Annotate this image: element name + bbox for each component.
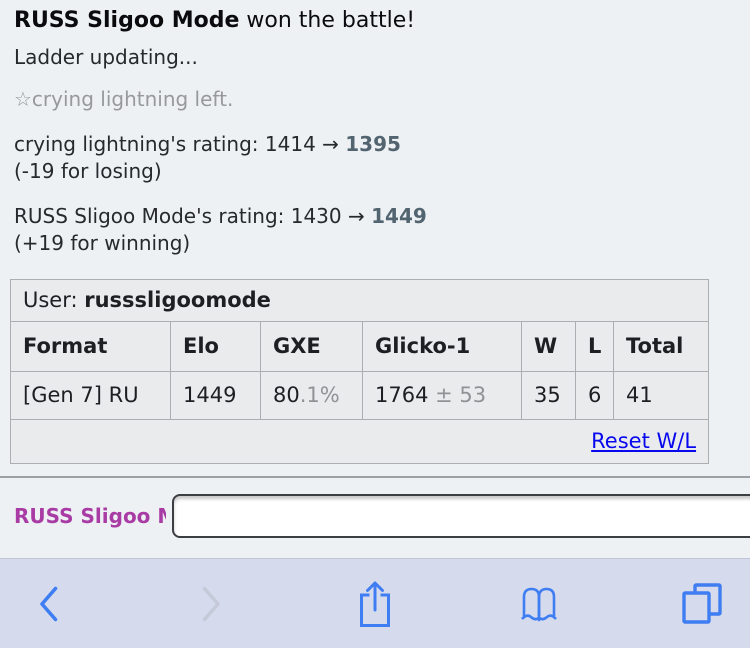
share-icon bbox=[360, 581, 390, 627]
leave-message: ☆crying lightning left. bbox=[14, 87, 234, 111]
table-user-row: User: russsligoomode bbox=[9, 279, 710, 322]
back-button[interactable] bbox=[24, 574, 72, 634]
new-rating-value: 1395 bbox=[345, 132, 401, 156]
elo-cell: 1449 bbox=[170, 371, 261, 420]
bookmarks-button[interactable] bbox=[515, 574, 563, 634]
battle-log: RUSS Sligoo Mode won the battle! Ladder … bbox=[9, 6, 736, 464]
battle-result-title: RUSS Sligoo Mode won the battle! bbox=[14, 6, 736, 36]
glicko-deviation: ± 53 bbox=[428, 383, 487, 407]
ladder-updating-text: Ladder updating... bbox=[14, 45, 198, 69]
table-stats-row: [Gen 7] RU 1449 80.1% 1764 ± 53 35 6 41 bbox=[10, 371, 710, 420]
gxe-header: GXE bbox=[260, 321, 363, 372]
forward-chevron-icon bbox=[202, 586, 220, 621]
table-header-row: Format Elo GXE Glicko-1 W L Total bbox=[10, 321, 710, 372]
user-label: User: bbox=[23, 288, 85, 312]
format-header: Format bbox=[10, 321, 171, 372]
gxe-cell: 80.1% bbox=[260, 371, 363, 420]
safari-bottom-toolbar bbox=[0, 558, 750, 648]
rating-prefix: RUSS Sligoo Mode's rating: 1430 → bbox=[14, 204, 372, 228]
share-button[interactable] bbox=[351, 574, 399, 634]
glicko-header: Glicko-1 bbox=[362, 321, 522, 372]
result-suffix: won the battle! bbox=[239, 8, 416, 33]
rating-prefix: crying lightning's rating: 1414 → bbox=[14, 132, 346, 156]
losses-header: L bbox=[575, 321, 614, 372]
total-cell: 41 bbox=[612, 371, 710, 420]
ladder-stats-table: User: russsligoomode Format Elo GXE Glic… bbox=[9, 279, 710, 464]
reset-cell: Reset W/L bbox=[9, 419, 710, 464]
wins-header: W bbox=[521, 321, 576, 372]
rating-note: (+19 for winning) bbox=[14, 231, 191, 255]
chat-username-label: RUSS Sligoo Mode bbox=[14, 504, 166, 528]
glicko-main: 1764 bbox=[375, 383, 429, 407]
total-header: Total bbox=[612, 321, 710, 372]
bookmarks-book-icon bbox=[520, 587, 557, 621]
chat-input-row: RUSS Sligoo Mode bbox=[0, 478, 750, 555]
format-cell: [Gen 7] RU bbox=[10, 371, 171, 420]
new-rating-value: 1449 bbox=[371, 204, 427, 228]
gxe-main: 80 bbox=[273, 383, 300, 407]
elo-header: Elo bbox=[170, 321, 261, 372]
losses-cell: 6 bbox=[575, 371, 614, 420]
rating-update-loser: crying lightning's rating: 1414 → 1395 (… bbox=[14, 131, 736, 185]
rating-note: (-19 for losing) bbox=[14, 159, 162, 183]
winner-name: RUSS Sligoo Mode bbox=[14, 8, 240, 33]
glicko-cell: 1764 ± 53 bbox=[362, 371, 522, 420]
forward-button[interactable] bbox=[188, 574, 236, 634]
gxe-fraction: .1% bbox=[299, 383, 340, 407]
rating-update-winner: RUSS Sligoo Mode's rating: 1430 → 1449 (… bbox=[14, 203, 736, 257]
back-chevron-icon bbox=[39, 586, 57, 621]
reset-wl-link[interactable]: Reset W/L bbox=[591, 429, 697, 453]
tabs-button[interactable] bbox=[678, 574, 726, 634]
table-footer-row: Reset W/L bbox=[9, 419, 710, 464]
wins-cell: 35 bbox=[521, 371, 576, 420]
chat-input[interactable] bbox=[172, 494, 750, 538]
tabs-icon bbox=[682, 582, 722, 624]
ladder-username: russsligoomode bbox=[84, 288, 271, 312]
user-cell: User: russsligoomode bbox=[9, 279, 710, 322]
log-input-divider bbox=[0, 476, 750, 478]
